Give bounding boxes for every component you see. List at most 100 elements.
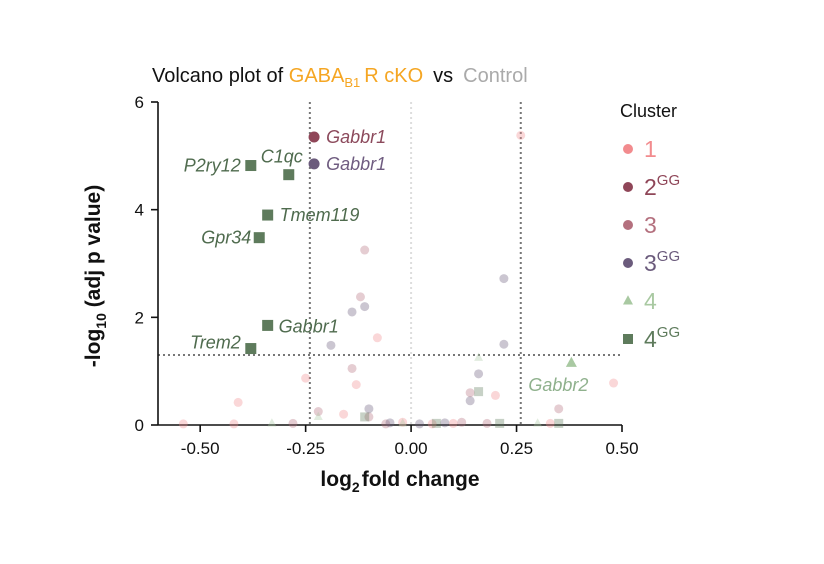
data-point-c3 [360,245,370,255]
legend-label-c3gg: 3GG [644,248,680,276]
data-point-c3gg [499,274,509,284]
data-point-c3 [482,418,492,428]
legend-label-c4gg: 4GG [644,324,680,352]
data-point-c3 [347,363,357,373]
data-point-c3 [465,388,475,398]
data-point-c4 [565,356,577,367]
data-point-c3gg [347,307,357,317]
y-label-prefix: -log [82,329,105,367]
x-label-base: log [320,468,352,491]
data-point-c3 [364,412,374,422]
data-point-c4gg [474,387,484,397]
y-tick-label: 6 [135,93,144,112]
data-point-c1 [339,409,349,419]
data-point-c4 [474,352,484,361]
title-control: Control [463,65,527,87]
y-tick-label: 4 [135,201,144,220]
legend: Cluster 1 2GG 3 3GG 4 4GG [620,101,680,352]
x-label-suffix: fold change [362,468,480,491]
data-point-c3 [381,419,391,429]
y-tick-label: 0 [135,416,144,435]
data-point-c4gg [283,169,295,181]
data-point-c4 [267,418,277,427]
data-point-c1 [351,380,361,390]
gene-label: Tmem119 [280,205,360,225]
highlighted-points [245,131,577,367]
y-label-suffix: (adj p value) [82,185,105,313]
data-point-c1 [545,418,555,428]
data-point-c3gg [385,418,395,428]
data-point-c3 [288,418,298,428]
gene-label: Gabbr1 [279,316,339,336]
data-point-c3gg [465,396,475,406]
gene-label: Trem2 [190,333,241,353]
data-point-c4 [533,418,543,427]
title-vs: vs [433,65,453,87]
legend-marker-c1 [623,144,633,154]
data-point-c4gg [262,209,274,221]
legend-label-c2gg: 2GG [644,172,680,200]
legend-label-c1: 1 [644,136,657,162]
data-point-c1 [229,419,239,429]
legend-label-c4: 4 [644,288,657,314]
legend-marker-c3 [623,220,633,230]
data-point-c4gg [262,319,274,331]
x-axis-label: log2fold change [320,468,479,495]
x-tick-label: -0.25 [286,439,325,458]
title-condition-subscript: B1 [344,75,360,90]
x-tick-label: 0.25 [500,439,533,458]
x-label-subscript: 2 [352,479,360,495]
gene-label: Gabbr1 [326,127,386,147]
y-axis-label: -log10 (adj p value) [82,185,109,367]
data-point-c1 [490,390,500,400]
data-point-c1 [427,419,437,429]
data-point-c4gg [245,160,257,172]
data-point-c1 [372,333,382,343]
data-point-c1 [448,418,458,428]
gene-label: Gabbr1 [326,154,386,174]
gene-label: P2ry12 [184,156,241,176]
data-point-c1 [233,397,243,407]
data-point-c3 [355,292,365,302]
data-point-c1 [516,130,526,140]
data-point-c3gg [360,302,370,312]
y-label-subscript: 10 [93,313,109,329]
data-point-c2gg [308,131,320,143]
gene-labels: Gabbr1 Gabbr1 P2ry12 C1qc Tmem119 Gpr34 Gabbr1… [184,127,589,395]
data-point-c4 [398,418,408,427]
y-tick-label: 2 [135,308,144,327]
gene-label: Gabbr2 [528,375,588,395]
data-point-c3gg [308,158,320,170]
data-point-c4gg [495,418,505,428]
legend-label-c3: 3 [644,212,657,238]
legend-marker-c4gg [623,334,633,344]
data-point-c3 [457,417,467,427]
title-prefix: Volcano plot of [152,65,289,87]
data-point-c3gg [364,404,374,414]
data-point-c3gg [326,340,336,350]
x-tick-label: 0.00 [395,439,428,458]
data-point-c4 [313,411,323,421]
data-point-c4gg [554,418,564,428]
axes: -0.50 -0.25 0.00 0.25 0.50 0 2 4 6 [135,93,639,458]
data-point-c3gg [474,369,484,379]
legend-marker-c3gg [623,258,633,268]
title-condition-suffix: R cKO [364,65,423,87]
data-point-c4gg [431,418,441,428]
data-point-c4gg [245,343,257,355]
chart-title: Volcano plot of GABAB1 R cKO vs Control [152,65,528,90]
gene-label: Gpr34 [201,228,251,248]
gene-label: C1qc [261,147,303,167]
legend-marker-c4 [623,295,633,305]
data-point-c1 [398,417,408,427]
title-condition: GABA [289,65,345,87]
x-tick-label: 0.50 [605,439,638,458]
data-point-c1 [178,419,188,429]
data-point-c1 [609,378,619,388]
legend-marker-c2gg [623,182,633,192]
data-point-c3 [313,407,323,417]
data-point-c4gg [253,232,265,244]
x-tick-label: -0.50 [181,439,220,458]
legend-title: Cluster [620,101,677,121]
